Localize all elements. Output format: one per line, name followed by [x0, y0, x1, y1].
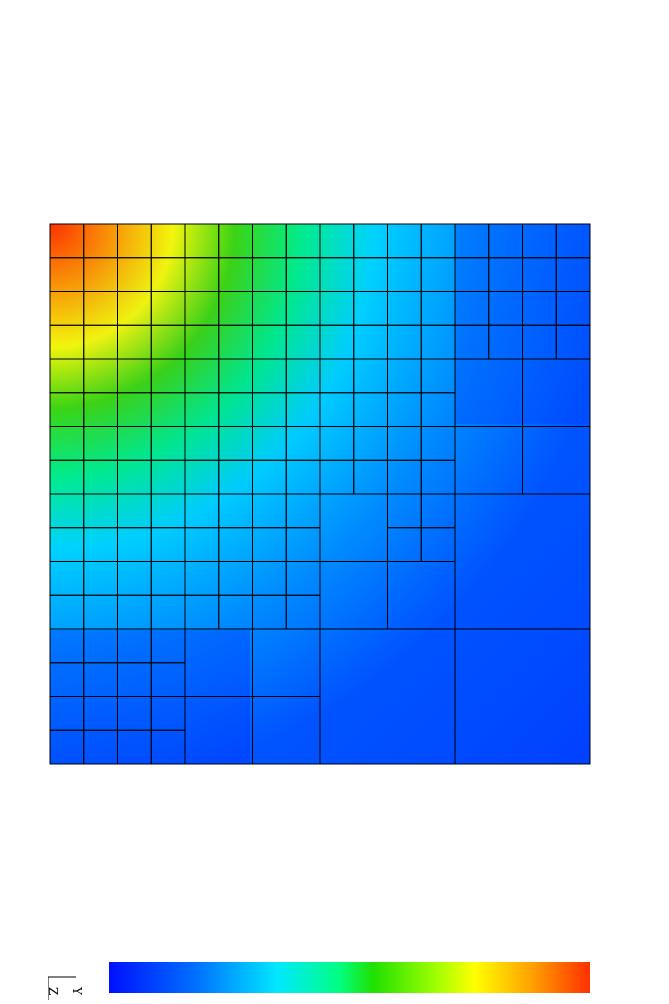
mesh-cell	[420, 527, 456, 562]
plot-border	[49, 223, 591, 765]
mesh-grid	[49, 223, 591, 765]
triad-lines	[47, 976, 76, 1000]
axis-triad: Z Y	[46, 975, 84, 1000]
colorbar	[109, 962, 590, 993]
z-axis-label: Z	[46, 987, 60, 996]
y-axis-label: Y	[70, 987, 84, 995]
